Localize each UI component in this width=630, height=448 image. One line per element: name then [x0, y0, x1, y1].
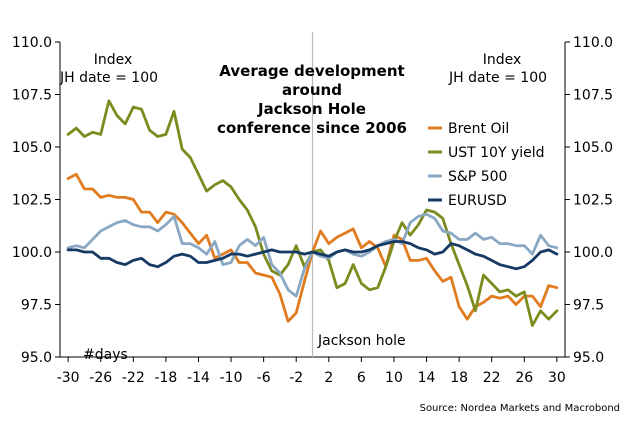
x-tick-label: -2: [289, 370, 303, 386]
x-tick-label: 22: [483, 370, 501, 386]
chart-title-line-1: Average development: [219, 62, 404, 80]
chart-title-line-2: around: [282, 81, 342, 99]
y-tick-label-left: 102.5: [12, 193, 52, 209]
x-tick-label: 26: [515, 370, 533, 386]
ticks: -30 -26 -22 -18 -14 -10 -6 -2 2 6 10 14 18 22 26 3095.0…: [12, 35, 613, 386]
y-tick-label-right: 105.0: [573, 140, 613, 156]
left-axis-caption-line-2: JH date = 100: [59, 70, 158, 86]
y-tick-label-left: 100.0: [12, 245, 52, 261]
x-tick-label: 6: [357, 370, 366, 386]
x-axis-note: #days: [83, 347, 128, 363]
legend-label-s-p-500: S&P 500: [448, 169, 507, 185]
legend-label-ust-10y-yield: UST 10Y yield: [448, 145, 545, 161]
right-axis-caption-line-2: JH date = 100: [448, 70, 547, 86]
y-tick-label-right: 97.5: [573, 298, 604, 314]
chart-title: Average development around Jackson Hole …: [217, 62, 407, 137]
chart-title-line-4: conference since 2006: [217, 119, 407, 137]
x-tick-label: -6: [257, 370, 271, 386]
x-tick-label: 2: [324, 370, 333, 386]
y-tick-label-left: 107.5: [12, 88, 52, 104]
right-axis-caption: Index JH date = 100: [448, 52, 547, 86]
left-axis-caption: Index JH date = 100: [59, 52, 158, 86]
y-tick-label-left: 95.0: [21, 350, 52, 366]
x-tick-label: 14: [418, 370, 436, 386]
series-line-eurusd: [66, 240, 559, 271]
x-tick-label: -22: [122, 370, 145, 386]
y-tick-label-left: 110.0: [12, 35, 52, 51]
x-tick-label: 10: [385, 370, 403, 386]
series-lines: [66, 99, 559, 327]
source-note: Source: Nordea Markets and Macrobond: [420, 403, 620, 414]
y-tick-label-left: 97.5: [21, 298, 52, 314]
y-tick-label-right: 95.0: [573, 350, 604, 366]
y-tick-label-right: 100.0: [573, 245, 613, 261]
right-axis-caption-line-1: Index: [483, 52, 522, 68]
x-tick-label: -26: [89, 370, 112, 386]
x-tick-label: 30: [548, 370, 566, 386]
x-tick-label: -14: [187, 370, 210, 386]
event-label: Jackson hole: [317, 333, 406, 349]
y-tick-label-right: 102.5: [573, 193, 613, 209]
y-tick-label-right: 110.0: [573, 35, 613, 51]
legend-label-eurusd: EURUSD: [448, 193, 507, 209]
y-tick-label-right: 107.5: [573, 88, 613, 104]
x-tick-label: -18: [154, 370, 177, 386]
left-axis-caption-line-1: Index: [94, 52, 133, 68]
chart-title-line-3: Jackson Hole: [257, 100, 366, 118]
legend: Brent Oil UST 10Y yield S&P 500 EURUSD: [428, 121, 545, 209]
x-tick-label: 18: [450, 370, 468, 386]
y-tick-label-left: 105.0: [12, 140, 52, 156]
x-tick-label: -10: [220, 370, 243, 386]
legend-label-brent-oil: Brent Oil: [448, 121, 509, 137]
x-tick-label: -30: [57, 370, 80, 386]
